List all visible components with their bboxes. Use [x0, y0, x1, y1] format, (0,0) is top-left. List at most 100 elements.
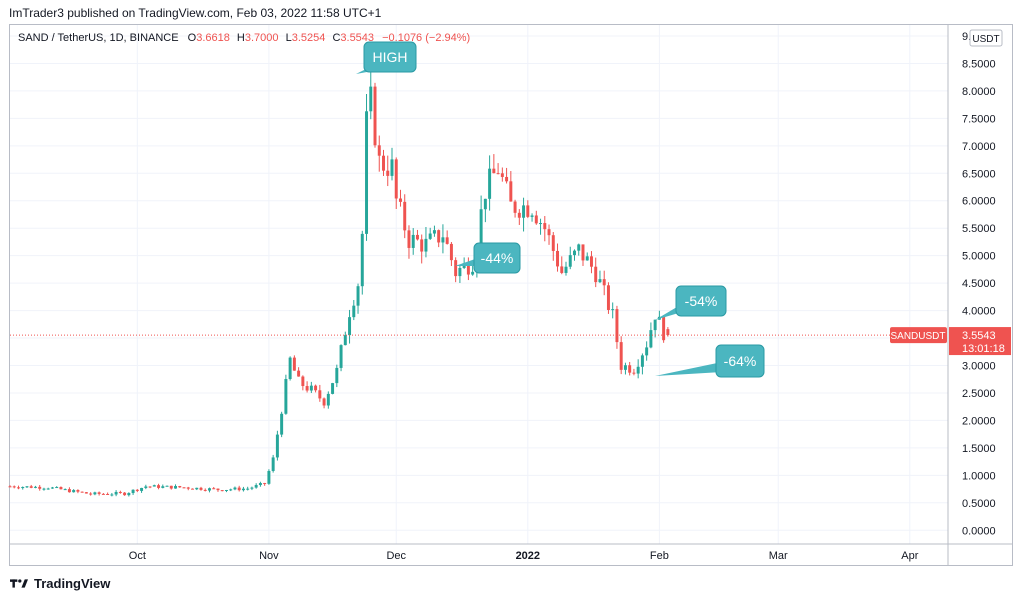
candle-body: [237, 487, 241, 491]
candle-body: [93, 492, 97, 495]
x-tick-label: Dec: [386, 550, 406, 562]
candle-body: [46, 488, 50, 490]
callout-box[interactable]: [363, 41, 417, 73]
y-tick-label: 7.0000: [962, 141, 996, 153]
candle-body: [522, 205, 526, 218]
candle-body: [288, 357, 292, 380]
candle-body: [89, 493, 93, 495]
candle-body: [441, 237, 445, 243]
y-tick-label: 5.5000: [962, 223, 996, 235]
candle-body: [598, 279, 602, 283]
candle-body: [267, 470, 271, 484]
candle-body: [640, 355, 644, 367]
callout-box[interactable]: [473, 242, 521, 274]
candle-body: [594, 266, 598, 283]
x-tick-label: 2022: [516, 550, 540, 562]
callout-label: -44%: [481, 250, 514, 266]
callout-pointer: [655, 362, 722, 376]
candle-body: [80, 491, 84, 493]
ohlc-legend: SAND / TetherUS, 1D, BINANCE O3.6618 H3.…: [18, 32, 470, 44]
candle-body: [123, 492, 127, 496]
change-value: −0.1076 (−2.94%): [382, 32, 471, 44]
candle-body: [458, 267, 462, 277]
chart-frame: [9, 24, 1013, 566]
candle-body: [471, 271, 475, 275]
candle-body: [191, 488, 194, 490]
close-label: C: [332, 32, 341, 44]
candle-body: [84, 492, 88, 494]
candle-body: [662, 316, 666, 341]
candle-body: [275, 434, 279, 458]
candle-body: [666, 329, 670, 336]
candle-body: [42, 488, 46, 490]
candle-body: [110, 494, 114, 496]
candle-body: [169, 485, 173, 489]
candle-body: [398, 198, 402, 202]
axes: 0.0000 0.5000 1.0000 1.5000 2.0000 2.5000 3.00…: [10, 25, 1013, 566]
x-tick-label: Feb: [650, 550, 669, 562]
candle-body: [356, 286, 360, 306]
candle-body: [589, 256, 593, 267]
candle-body: [365, 111, 369, 234]
candle-body: [280, 413, 284, 435]
y-tick-label: 0.5000: [962, 498, 996, 510]
candle-body: [144, 486, 148, 488]
candle-body: [318, 390, 322, 399]
y-tick-label: 2.0000: [962, 415, 996, 427]
last-price-tag: [949, 327, 1011, 356]
candle-body: [619, 342, 623, 370]
tradingview-logo-icon: [10, 579, 28, 588]
candle-body: [131, 489, 135, 494]
y-tick-label: 4.5000: [962, 278, 996, 290]
y-tick-label: 8.0000: [962, 86, 996, 98]
annotation-callouts: HIGH -44% -54% -64%: [356, 41, 765, 378]
candle-body: [581, 244, 585, 261]
candle-body: [72, 490, 76, 493]
x-tick-label: Nov: [259, 550, 279, 562]
candle-body: [305, 386, 309, 391]
candle-body: [526, 205, 530, 217]
y-tick-label: 7.5000: [962, 113, 996, 125]
candle-body: [369, 86, 373, 112]
candle-body: [326, 393, 330, 406]
candle-body: [174, 486, 178, 489]
candle-body: [199, 487, 203, 490]
candles: [8, 63, 670, 497]
candle-body: [263, 483, 267, 485]
candle-body: [101, 493, 105, 495]
candle-body: [258, 483, 262, 486]
candle-body: [606, 285, 610, 310]
y-tick-label: 6.5000: [962, 168, 996, 180]
callout-box[interactable]: [675, 285, 727, 317]
candle-body: [157, 485, 161, 488]
candle-body: [513, 201, 517, 213]
candle-body: [178, 486, 182, 488]
y-tick-label: 1.5000: [962, 443, 996, 455]
candle-body: [233, 487, 237, 490]
candle-body: [207, 488, 211, 491]
high-value: 3.7000: [244, 32, 279, 44]
candle-body: [352, 305, 356, 318]
candle-body: [517, 212, 521, 218]
candle-body: [564, 266, 568, 273]
candle-body: [63, 489, 67, 491]
candle-body: [114, 491, 118, 495]
candle-body: [509, 181, 513, 202]
candle-body: [271, 457, 275, 471]
symbol-label: SAND / TetherUS, 1D, BINANCE: [18, 32, 179, 44]
currency-box[interactable]: [969, 29, 1003, 47]
candle-body: [632, 372, 636, 374]
candle-body: [161, 486, 165, 488]
candle-body: [106, 493, 110, 495]
candle-body: [449, 243, 453, 261]
candle-body: [428, 233, 432, 239]
grid-lines: [10, 25, 948, 544]
open-label: O: [187, 32, 197, 44]
candle-body: [500, 173, 504, 177]
candle-body: [241, 488, 245, 491]
candle-body: [382, 155, 385, 171]
callout-box[interactable]: [715, 344, 765, 378]
candle-body: [483, 198, 487, 210]
close-value: 3.5543: [340, 32, 375, 44]
